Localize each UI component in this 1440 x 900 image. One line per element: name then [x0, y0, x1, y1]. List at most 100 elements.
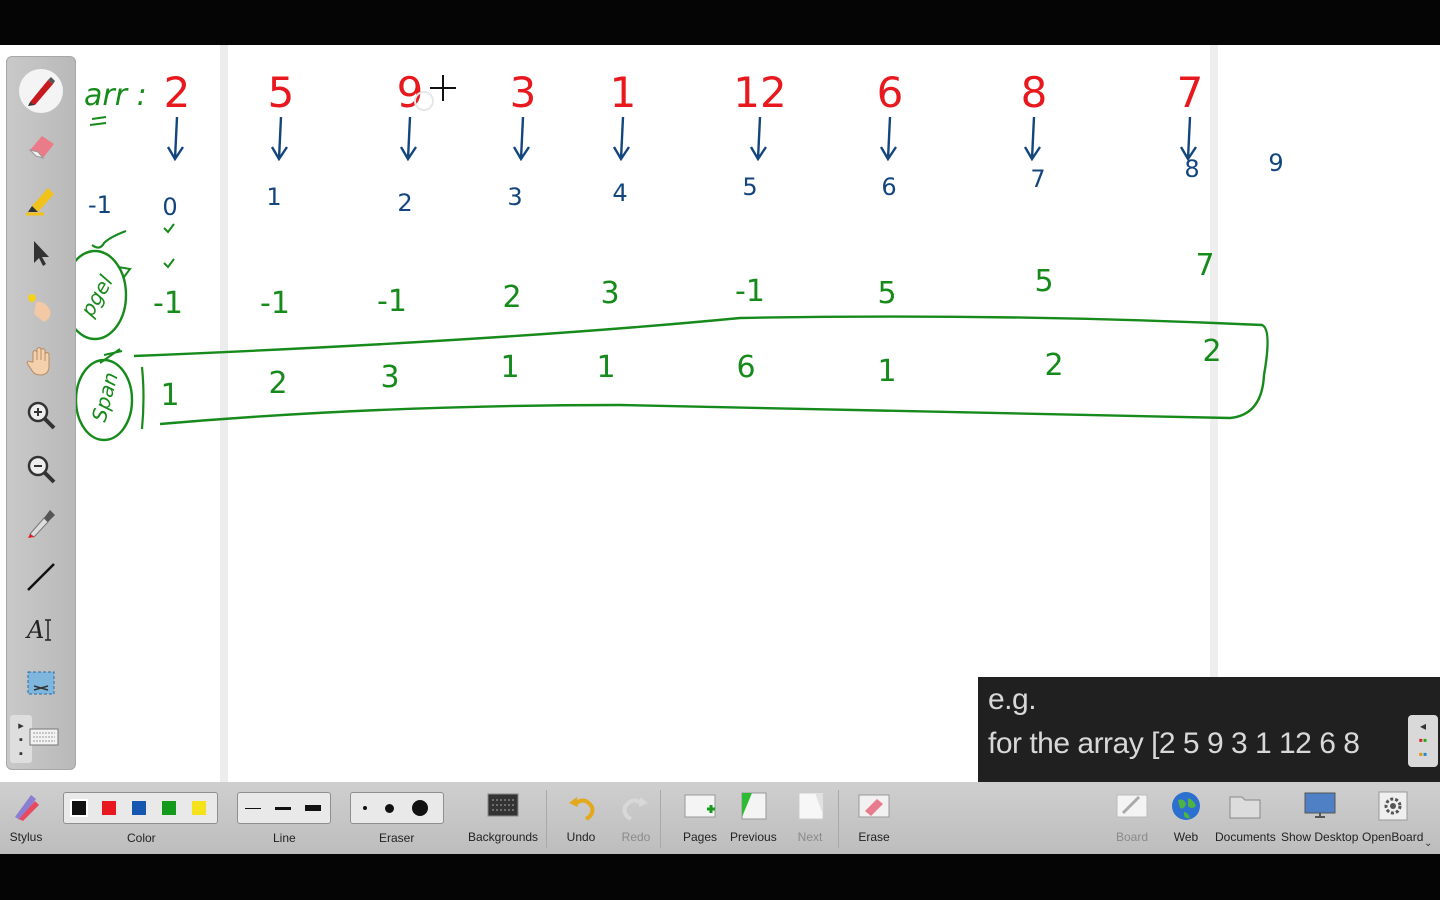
- caption-overlay: e.g. for the array [2 5 9 3 1 12 6 8 ◂ ▪▪…: [978, 677, 1440, 782]
- array-value: 2: [164, 68, 191, 117]
- minus-one-label: -1: [88, 191, 112, 219]
- line-thick-option[interactable]: [305, 805, 321, 811]
- backgrounds-button[interactable]: Backgrounds: [468, 788, 538, 844]
- array-value: 5: [268, 68, 295, 117]
- index-value: 4: [612, 179, 627, 207]
- span-value: 1: [877, 354, 896, 389]
- line-medium-option[interactable]: [275, 806, 291, 810]
- bottom-toolbar: Stylus Color Line Eraser Backgrounds Und…: [0, 782, 1440, 854]
- eraser-medium-option[interactable]: [385, 803, 394, 813]
- eraser-size-selector: [350, 792, 444, 824]
- left-tool-palette: A ▸ ▪ ▪: [6, 56, 76, 770]
- zoom-out-icon[interactable]: [21, 449, 61, 489]
- undo-icon: [563, 788, 599, 824]
- previous-greater-value: 3: [600, 276, 619, 311]
- index-value: 8: [1184, 155, 1199, 183]
- line-width-selector: [237, 792, 331, 824]
- eraser-small-option[interactable]: [363, 806, 367, 810]
- erase-button[interactable]: Erase: [856, 788, 892, 844]
- down-arrow: [166, 116, 184, 162]
- crosshair-cursor: [430, 75, 456, 101]
- index-value: 2: [397, 189, 412, 217]
- span-value: 3: [380, 360, 399, 395]
- laser-pointer-icon[interactable]: [21, 287, 61, 327]
- color-picker-icon[interactable]: [21, 503, 61, 543]
- color-swatch[interactable]: [70, 799, 88, 817]
- line-label: Line: [273, 831, 296, 845]
- color-palette: [63, 792, 218, 824]
- previous-greater-value: 5: [877, 276, 896, 311]
- openboard-menu-button[interactable]: OpenBoard: [1362, 788, 1423, 844]
- span-value: 1: [160, 378, 179, 413]
- previous-greater-value: 2: [502, 280, 521, 315]
- documents-button[interactable]: Documents: [1215, 788, 1276, 844]
- color-swatch[interactable]: [102, 801, 116, 815]
- caption-line-2: for the array [2 5 9 3 1 12 6 8: [988, 727, 1360, 760]
- stylus-button[interactable]: Stylus: [8, 788, 44, 844]
- down-arrow: [399, 116, 417, 162]
- down-arrow: [879, 116, 897, 162]
- previous-button[interactable]: Previous: [730, 788, 777, 844]
- keyboard-icon[interactable]: [29, 725, 59, 749]
- chevron-down-icon[interactable]: ⌄: [1424, 838, 1433, 849]
- down-arrow: [749, 116, 767, 162]
- previous-greater-value: -1: [260, 286, 290, 321]
- index-value: 1: [266, 183, 281, 211]
- pages-button[interactable]: Pages: [682, 788, 718, 844]
- down-arrow: [1179, 116, 1197, 162]
- arr-label: arr :: [84, 78, 147, 113]
- array-value: 1: [610, 68, 637, 117]
- capture-icon[interactable]: [21, 663, 61, 703]
- undo-button[interactable]: Undo: [563, 788, 599, 844]
- pgel-label: pgel: [75, 271, 118, 322]
- line-icon[interactable]: [21, 557, 61, 597]
- down-arrow: [512, 116, 530, 162]
- globe-icon: [1168, 788, 1204, 824]
- zoom-in-icon[interactable]: [21, 395, 61, 435]
- span-value: 2: [268, 366, 287, 401]
- caption-side-button[interactable]: ◂ ▪▪ ▪▪: [1408, 715, 1438, 767]
- span-label: Span: [87, 370, 123, 425]
- previous-icon: [735, 788, 771, 824]
- toolbar-collapse-button[interactable]: ▸ ▪ ▪: [10, 715, 32, 763]
- caption-line-1: e.g.: [988, 683, 1037, 716]
- span-row-highlight: [133, 315, 1269, 426]
- board-icon: [1114, 788, 1150, 824]
- next-icon: [792, 788, 828, 824]
- gear-icon: [1375, 788, 1411, 824]
- previous-greater-value: 7: [1195, 248, 1214, 283]
- eraser-icon[interactable]: [21, 125, 61, 165]
- array-value: 3: [510, 68, 537, 117]
- next-button[interactable]: Next: [792, 788, 828, 844]
- text-icon[interactable]: A: [21, 609, 61, 649]
- color-swatch[interactable]: [132, 801, 146, 815]
- web-button[interactable]: Web: [1168, 788, 1204, 844]
- top-black-bar: [0, 0, 1440, 45]
- highlighter-icon[interactable]: [21, 179, 61, 219]
- previous-greater-value: -1: [377, 284, 407, 319]
- array-value: 7: [1177, 68, 1204, 117]
- eraser-label: Eraser: [379, 831, 415, 845]
- span-value: 2: [1202, 334, 1221, 369]
- down-arrow: [1023, 116, 1041, 162]
- down-arrow: [270, 116, 288, 162]
- show-desktop-button[interactable]: Show Desktop: [1281, 788, 1358, 844]
- pen-icon[interactable]: [19, 69, 63, 113]
- pointer-icon[interactable]: [21, 233, 61, 273]
- array-value: 12: [733, 68, 786, 117]
- board-button[interactable]: Board: [1114, 788, 1150, 844]
- erase-icon: [856, 788, 892, 824]
- line-thin-option[interactable]: [245, 807, 261, 809]
- previous-greater-value: 5: [1034, 264, 1053, 299]
- index-value: 9: [1268, 149, 1283, 177]
- color-swatch[interactable]: [192, 801, 206, 815]
- bottom-black-bar: [0, 854, 1440, 900]
- eraser-large-option[interactable]: [412, 800, 428, 816]
- index-value: 6: [881, 173, 896, 201]
- color-swatch[interactable]: [162, 801, 176, 815]
- hand-icon[interactable]: [21, 341, 61, 381]
- redo-button[interactable]: Redo: [618, 788, 654, 844]
- redo-icon: [618, 788, 654, 824]
